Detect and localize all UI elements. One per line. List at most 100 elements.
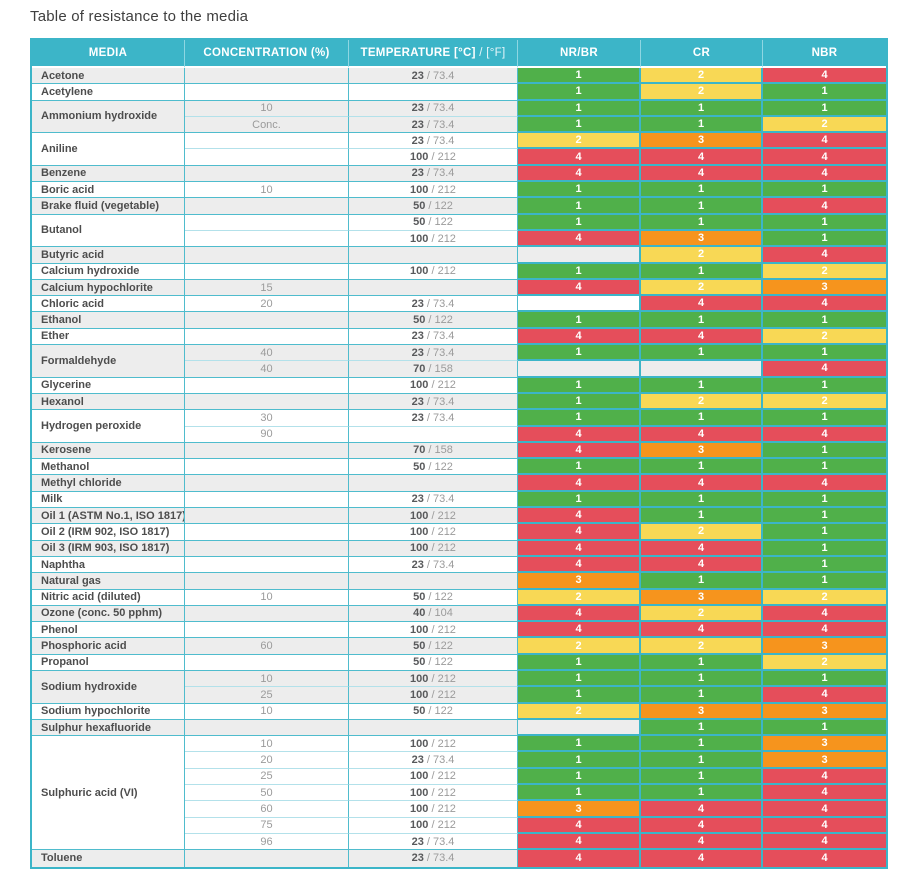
media-cell: Ethanol [32, 312, 185, 329]
rating-cell-cr: 1 [641, 410, 763, 427]
temperature-celsius: 50 [413, 640, 426, 653]
concentration-cell [185, 622, 349, 639]
media-cell: Propanol [32, 654, 185, 671]
temperature-cell [349, 279, 518, 297]
rating-cell-cr: 2 [641, 638, 763, 655]
rating-cell-nrbr [518, 719, 641, 737]
concentration-cell: 10 [185, 670, 349, 688]
rating-cell-nrbr: 1 [518, 263, 641, 280]
temperature-cell: 100 / 212 [349, 785, 518, 802]
media-cell: Glycerine [32, 377, 185, 394]
concentration-cell [185, 247, 349, 264]
rating-cell-nbr: 1 [763, 491, 886, 509]
rating-cell-cr: 1 [641, 736, 763, 753]
media-cell: Phosphoric acid [32, 638, 185, 655]
temperature-fahrenheit: / 73.4 [423, 102, 455, 115]
concentration-cell [185, 459, 349, 476]
rating-cell-nbr: 1 [763, 670, 886, 688]
rating-cell-cr: 4 [641, 801, 763, 818]
temperature-cell: 100 / 212 [349, 768, 518, 786]
rating-cell-nrbr: 4 [518, 279, 641, 297]
temperature-cell: 23 / 73.4 [349, 850, 518, 867]
concentration-cell: 20 [185, 752, 349, 769]
media-cell: Formaldehyde [32, 345, 185, 378]
concentration-cell: 10 [185, 100, 349, 117]
concentration-cell: 40 [185, 361, 349, 378]
rating-cell-nrbr: 1 [518, 670, 641, 688]
temperature-celsius: 70 [413, 444, 426, 457]
table-row: 50 100 / 212 1 1 4 [32, 785, 886, 802]
rating-cell-nbr: 4 [763, 801, 886, 818]
concentration-cell: 90 [185, 426, 349, 443]
media-cell: Toluene [32, 850, 185, 867]
temperature-cell: 100 / 212 [349, 182, 518, 199]
concentration-cell [185, 198, 349, 215]
temperature-fahrenheit: / 73.4 [423, 69, 455, 82]
temperature-cell: 50 / 122 [349, 703, 518, 720]
rating-cell-nrbr: 4 [518, 475, 641, 492]
temperature-celsius: 100 [410, 183, 429, 196]
table-row: 90 4 4 4 [32, 426, 886, 443]
table-row: Hexanol 23 / 73.4 1 2 2 [32, 393, 886, 411]
rating-cell-nbr: 2 [763, 393, 886, 411]
rating-cell-nrbr: 2 [518, 589, 641, 606]
temperature-celsius: 23 [411, 69, 424, 82]
temperature-celsius: 50 [413, 216, 426, 229]
column-header-media: MEDIA [32, 40, 185, 68]
rating-cell-cr: 1 [641, 198, 763, 215]
temperature-cell: 40 / 104 [349, 605, 518, 623]
rating-cell-nrbr: 1 [518, 116, 641, 134]
media-cell: Hexanol [32, 393, 185, 411]
table-row: Brake fluid (vegetable) 50 / 122 1 1 4 [32, 198, 886, 215]
table-row: 75 100 / 212 4 4 4 [32, 817, 886, 834]
column-header-concentration: CONCENTRATION (%) [185, 40, 349, 68]
rating-cell-cr: 4 [641, 165, 763, 183]
rating-cell-nrbr: 4 [518, 426, 641, 443]
rating-cell-nrbr: 4 [518, 817, 641, 834]
media-cell: Naphtha [32, 556, 185, 574]
table-row: Phosphoric acid 60 50 / 122 2 2 3 [32, 638, 886, 655]
temperature-cell: 23 / 73.4 [349, 410, 518, 427]
rating-cell-nrbr: 4 [518, 524, 641, 541]
concentration-cell: 96 [185, 833, 349, 851]
concentration-cell: 30 [185, 410, 349, 427]
rating-cell-nrbr: 1 [518, 410, 641, 427]
table-row: Natural gas 3 1 1 [32, 573, 886, 590]
table-row: Hydrogen peroxide 30 23 / 73.4 1 1 1 [32, 410, 886, 443]
rating-cell-nbr: 2 [763, 116, 886, 134]
temperature-cell: 100 / 212 [349, 149, 518, 166]
media-cell: Oil 2 (IRM 902, ISO 1817) [32, 524, 185, 541]
temperature-cell [349, 84, 518, 101]
rating-cell-cr: 1 [641, 670, 763, 688]
temperature-fahrenheit: / 73.4 [423, 134, 455, 147]
table-row: Ammonium hydroxide 10 23 / 73.4 1 1 1 [32, 100, 886, 134]
rating-cell-nbr: 3 [763, 638, 886, 655]
concentration-cell: 10 [185, 182, 349, 199]
rating-cell-nbr: 1 [763, 312, 886, 329]
rating-cell-nrbr: 1 [518, 785, 641, 802]
rating-cell-nrbr: 1 [518, 459, 641, 476]
media-cell: Sulphur hexafluoride [32, 719, 185, 737]
table-row: Oil 2 (IRM 902, ISO 1817) 100 / 212 4 2 1 [32, 524, 886, 541]
concentration-cell [185, 149, 349, 166]
rating-cell-cr: 2 [641, 393, 763, 411]
temperature-cell [349, 719, 518, 737]
table-row: Butanol 50 / 122 1 1 1 [32, 214, 886, 248]
table-row: Toluene 23 / 73.4 4 4 4 [32, 850, 886, 867]
media-cell: Sodium hypochlorite [32, 703, 185, 720]
rating-cell-nbr: 4 [763, 133, 886, 150]
rating-cell-nbr: 1 [763, 719, 886, 737]
table-row: Acetone 23 / 73.4 1 2 4 [32, 68, 886, 85]
concentration-cell: 40 [185, 345, 349, 362]
rating-cell-cr: 1 [641, 100, 763, 117]
temperature-cell: 100 / 212 [349, 687, 518, 704]
temperature-celsius: 100 [410, 151, 429, 164]
media-cell: Sodium hydroxide [32, 670, 185, 704]
rating-cell-cr: 1 [641, 785, 763, 802]
table-row: Methyl chloride 4 4 4 [32, 475, 886, 492]
concentration-cell: 10 [185, 589, 349, 606]
temperature-celsius: 100 [410, 803, 429, 815]
concentration-cell [185, 508, 349, 525]
media-cell: Butanol [32, 214, 185, 248]
temperature-cell: 100 / 212 [349, 817, 518, 834]
